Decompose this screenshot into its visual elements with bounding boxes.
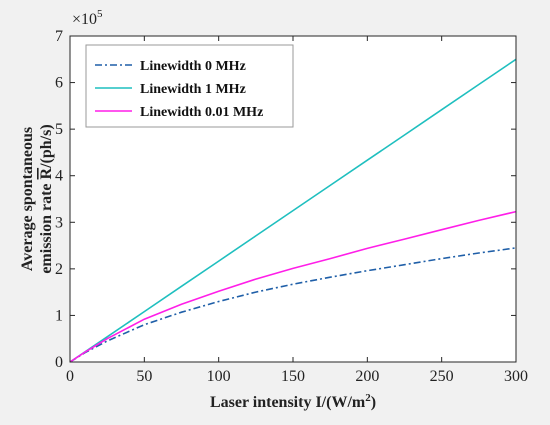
x-tick-label: 100 [207, 368, 231, 385]
x-tick-label: 200 [355, 368, 379, 385]
y-tick-label: 3 [55, 214, 63, 231]
y-tick-label: 6 [55, 75, 63, 92]
y-axis-title-symbol: R [38, 167, 55, 179]
x-tick-label: 50 [136, 368, 152, 385]
legend-box [85, 44, 294, 128]
series-line-0 [69, 247, 517, 363]
y-tick-label: 2 [55, 261, 63, 278]
y-axis-title: Average spontaneous emission rate R/(ph/… [19, 124, 55, 273]
x-axis-title-tail: ) [371, 394, 376, 411]
series-line-1 [69, 58, 517, 363]
legend: Linewidth 0 MHz Linewidth 1 MHz Linewidth … [85, 44, 294, 128]
tick-layer: 0 50 100 150 200 250 300 0 1 2 3 4 5 6 7 [55, 28, 528, 385]
x-tick-label: 300 [504, 368, 528, 385]
y-multiplier: ×105 [72, 8, 103, 28]
y-tick-label: 7 [55, 28, 63, 45]
y-tick-label: 1 [55, 307, 63, 324]
legend-label-1: Linewidth 1 MHz [140, 82, 246, 97]
x-tick-label: 150 [281, 368, 305, 385]
x-axis-title: Laser intensity I/(W/m2) [210, 392, 376, 411]
y-tick-label: 0 [55, 354, 63, 371]
x-tick-label: 250 [430, 368, 454, 385]
y-axis-title-line2: emission rate R/(ph/s) [38, 124, 55, 273]
legend-label-0: Linewidth 0 MHz [140, 59, 246, 74]
y-multiplier-exponent: 5 [97, 8, 103, 20]
legend-items: Linewidth 0 MHz Linewidth 1 MHz Linewidth … [95, 59, 263, 120]
y-axis-title-line1: Average spontaneous [19, 127, 36, 271]
y-tick-label: 5 [55, 121, 63, 138]
y-tick-label: 4 [55, 168, 63, 185]
x-tick-label: 0 [66, 368, 74, 385]
x-axis-title-superscript: 2 [365, 392, 371, 404]
series-layer [69, 58, 517, 363]
legend-label-2: Linewidth 0.01 MHz [140, 105, 263, 120]
series-line-2 [69, 210, 517, 363]
